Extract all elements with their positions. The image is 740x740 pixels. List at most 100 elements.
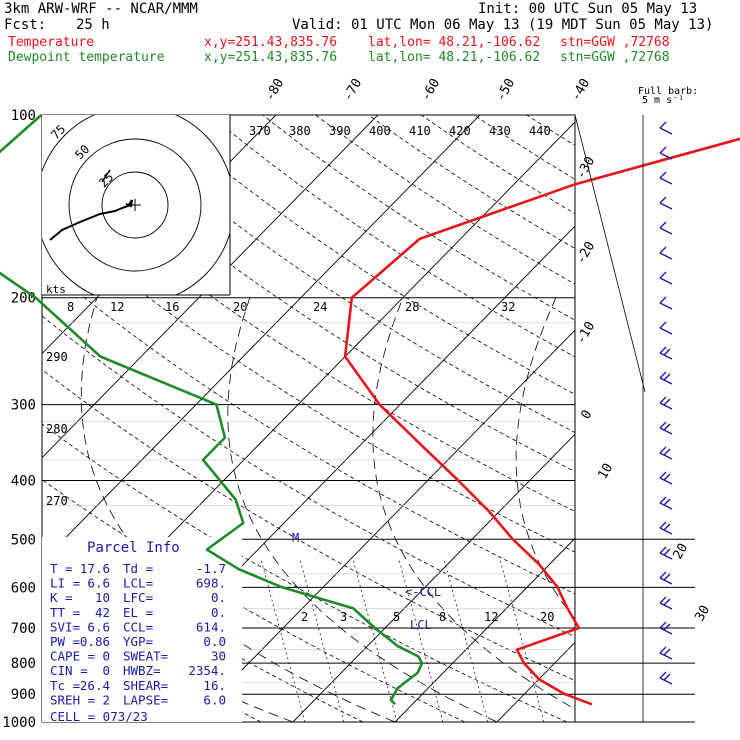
parcel-row-key-a: PW = [50, 634, 80, 649]
valid-time: Valid: 01 UTC Mon 06 May 13 (19 MDT Sun … [292, 17, 714, 33]
pressure-label-700: 700 [11, 621, 36, 637]
parcel-row-key-b: YGP= [123, 634, 153, 649]
parcel-row-key-a: CIN = [50, 663, 88, 678]
parcel-row-key-a: SVI= [50, 619, 80, 634]
pressure-label-400: 400 [11, 473, 36, 489]
wind-barb-flag [663, 423, 671, 431]
mixing-ratio-label: 3 [340, 610, 347, 624]
temperature-legend-label: Temperature [8, 35, 95, 50]
dry-adiabat [262, 115, 575, 321]
hodograph-speed-label: 12 [110, 300, 124, 314]
dry-adiabat [420, 115, 575, 215]
parcel-row-val-b: 6.0 [203, 692, 226, 707]
wind-barbs [659, 121, 673, 685]
wind-barb [659, 246, 673, 260]
wind-barb-flag [663, 448, 671, 456]
parcel-row-val-a: 17.6 [80, 561, 110, 576]
dry-adiabat [51, 115, 575, 473]
hodograph-speed-label: 8 [67, 300, 74, 314]
temperature-legend-xy: x,y=251.43,835.76 [204, 35, 338, 50]
wind-barb-flag [663, 348, 671, 356]
wind-barb-flag [663, 473, 671, 481]
isotherm-label: 10 [595, 461, 616, 482]
mixing-ratio-label: 8 [439, 610, 446, 624]
wind-diag [574, 114, 646, 393]
wind-barb [659, 446, 673, 460]
wind-barb [659, 521, 673, 535]
isotherm [190, 329, 575, 722]
dewpoint-legend-xy: x,y=251.43,835.76 [204, 50, 338, 65]
wind-barb [659, 171, 673, 185]
isotherm-label: -50 [493, 76, 518, 104]
wind-barb [659, 471, 673, 485]
isotherm-label: 20 [670, 541, 691, 562]
parcel-row-key-b: HWBZ= [123, 663, 161, 678]
hodograph-speed-label: 16 [165, 300, 179, 314]
parcel-row-val-a: 6.6 [87, 619, 110, 634]
wind-barb [659, 421, 673, 435]
pressure-label-1000: 1000 [2, 715, 36, 731]
isotherm [496, 641, 575, 722]
wind-barb [659, 546, 673, 560]
hodograph-speed-label: 28 [405, 300, 419, 314]
dry-adiabat [42, 262, 575, 595]
forecast-label: Fcst: [4, 17, 47, 33]
parcel-row-key-a: K = [50, 590, 73, 605]
parcel-info-title: Parcel Info [87, 540, 180, 556]
parcel-row-val-b: 614. [196, 619, 226, 634]
isotherm-label: -20 [573, 239, 598, 267]
hodograph-ring [101, 171, 169, 239]
mixing-ratio-label: 5 [393, 610, 400, 624]
mixed-layer-marker: M [292, 531, 299, 545]
hodograph-unit: kts [46, 283, 66, 296]
theta-label: 380 [289, 124, 311, 138]
parcel-row-key-b: CCL= [123, 619, 153, 634]
wind-barb-flag [663, 573, 671, 581]
isotherm [42, 115, 481, 563]
dry-adiabat [156, 115, 575, 395]
wind-barb [659, 321, 673, 335]
theta-label: 410 [409, 124, 431, 138]
wind-barb [659, 221, 673, 235]
parcel-row-val-b: 698. [196, 576, 226, 591]
wind-barb [659, 371, 673, 385]
init-time: Init: 00 UTC Sun 05 May 13 [478, 1, 698, 17]
parcel-row-key-b: SWEAT= [123, 649, 168, 664]
pressure-label-600: 600 [11, 580, 36, 596]
hodograph-ring [68, 138, 202, 272]
isotherm-label: 30 [692, 603, 713, 624]
parcel-row-val-a: 10 [95, 590, 110, 605]
mixing-ratio-label: 12 [484, 610, 498, 624]
dewpoint-legend-latlon: lat,lon= 48.21,-106.62 [368, 50, 541, 65]
parcel-row-val-b: 30 [211, 649, 226, 664]
wind-barb-flag [663, 648, 671, 656]
wind-barb [659, 596, 673, 610]
parcel-row-val-a: 6.6 [87, 576, 110, 591]
parcel-row-key-b: LFC= [123, 590, 153, 605]
dry-adiabat-label: 270 [46, 494, 68, 508]
hodograph-speed-label: 24 [313, 300, 327, 314]
pressure-label-800: 800 [11, 656, 36, 672]
wind-barb-flag [663, 523, 671, 531]
mixing-ratio-label: 20 [540, 610, 554, 624]
plot-frame [41, 114, 576, 723]
pressure-label-200: 200 [11, 291, 36, 307]
wind-legend-title: Full barb: [638, 86, 698, 97]
temperature-legend-station: stn=GGW ,72768 [560, 35, 670, 50]
hodograph-speed-label: 32 [501, 300, 515, 314]
pressure-label-100: 100 [11, 108, 36, 124]
wind-barb [659, 296, 673, 310]
parcel-row-key-a: CAPE = [50, 649, 95, 664]
parcel-row-key-b: LCL= [123, 576, 153, 591]
hodograph-arrow [101, 169, 111, 183]
dry-adiabat [42, 369, 575, 682]
parcel-row-key-b: SHEAR= [123, 678, 168, 693]
temperature-legend-latlon: lat,lon= 48.21,-106.62 [368, 35, 541, 50]
isotherm [394, 537, 575, 722]
parcel-row-val-b: 0. [211, 590, 226, 605]
hodograph [42, 115, 230, 295]
ccl-marker: <-CCL [405, 585, 441, 599]
temperature-curve [343, 137, 740, 706]
dewpoint-legend-label: Dewpoint temperature [8, 50, 165, 65]
wind-barb [659, 271, 673, 285]
